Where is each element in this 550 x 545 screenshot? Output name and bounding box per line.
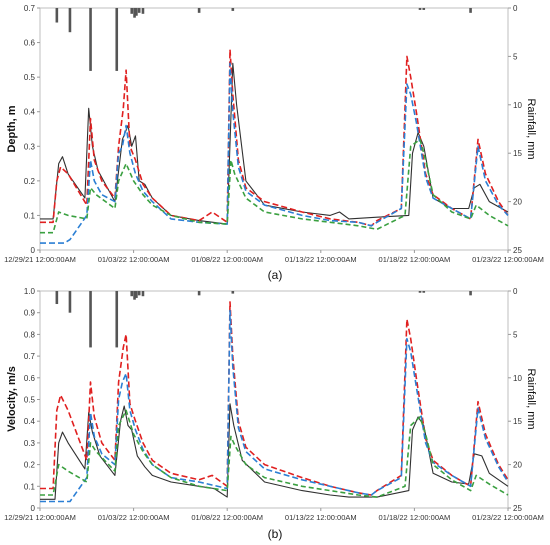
y2-tick-label: 10	[513, 101, 522, 110]
series-line-4	[40, 138, 509, 234]
y2-tick-label: 0	[513, 287, 518, 296]
y-tick-label: 0	[31, 246, 36, 255]
rainfall-bar	[89, 291, 92, 348]
y-tick-label: 1.0	[24, 287, 36, 296]
y-tick-label: 0.1	[24, 482, 36, 491]
y-tick-label: 0.1	[24, 211, 36, 220]
x-tick-label: 01/18/22 12:00:00AM	[379, 255, 451, 264]
y2-tick-label: 25	[513, 504, 522, 513]
x-tick-label: 01/13/22 12:00:00AM	[285, 513, 357, 522]
rainfall-bar	[422, 291, 426, 293]
x-tick-label: 01/23/22 12:00:00AM	[472, 255, 544, 264]
rainfall-bar	[130, 8, 134, 14]
rainfall-bar	[197, 291, 201, 296]
rainfall-bar	[197, 8, 201, 13]
y-tick-label: 0	[31, 504, 36, 513]
y-tick-label: 0.7	[24, 4, 36, 13]
rainfall-bar	[135, 291, 138, 298]
y2-axis-title: Rainfall, mm	[525, 98, 537, 159]
rainfall-bar	[133, 8, 136, 18]
y-tick-label: 0.9	[24, 309, 36, 318]
rainfall-bar	[89, 8, 92, 71]
rainfall-bar	[418, 291, 422, 293]
chart-panel-b: 0 0.1 0.2 0.3 0.4 0.5 0.6 0.7 0.8 0.9 1.0 0 5 10 15 20 2…	[4, 287, 544, 541]
y2-tick-label: 20	[513, 198, 522, 207]
series-line-3	[40, 309, 509, 503]
y2-tick-label: 20	[513, 461, 522, 470]
rainfall-bar	[135, 8, 138, 16]
rainfall-bar	[137, 291, 141, 296]
rainfall-bar	[55, 291, 59, 305]
rainfall-bar	[141, 291, 145, 297]
rainfall-bar	[422, 8, 426, 10]
panel-label: (b)	[268, 527, 283, 541]
x-tick-label: 01/18/22 12:00:00AM	[379, 513, 451, 522]
y2-axis-title: Rainfall, mm	[525, 368, 537, 429]
y-tick-label: 0.3	[24, 142, 36, 151]
y-tick-label: 0.4	[24, 417, 36, 426]
rainfall-bar	[469, 8, 472, 13]
rainfall-bar	[55, 8, 59, 23]
rainfall-bar	[68, 8, 72, 33]
y-axis-title: Depth, m	[6, 105, 18, 152]
y2-tick-label: 5	[513, 330, 518, 339]
y-tick-label: 0.6	[24, 39, 36, 48]
plot-area	[39, 7, 509, 251]
y2-tick-label: 15	[513, 417, 522, 426]
rainfall-bar	[130, 291, 134, 297]
y-tick-label: 0.8	[24, 330, 36, 339]
rainfall-bar	[469, 291, 472, 296]
rainfall-bar	[141, 8, 145, 14]
y-tick-label: 0.2	[24, 177, 36, 186]
x-tick-label: 01/03/22 12:00:00AM	[98, 255, 170, 264]
y-tick-label: 0.3	[24, 439, 36, 448]
x-tick-label: 12/29/21 12:00:00AM	[4, 513, 76, 522]
y-tick-label: 0.6	[24, 374, 36, 383]
rainfall-bar	[133, 291, 136, 300]
y2-tick-label: 5	[513, 52, 518, 61]
x-tick-label: 12/29/21 12:00:00AM	[4, 255, 76, 264]
y-tick-label: 0.7	[24, 352, 36, 361]
rainfall-bar	[115, 8, 119, 71]
y2-tick-label: 10	[513, 374, 522, 383]
rainfall-bars	[55, 291, 472, 348]
y2-tick-label: 0	[513, 4, 518, 13]
x-tick-label: 01/23/22 12:00:00AM	[472, 513, 544, 522]
series-line-1	[40, 403, 509, 500]
series-line-4	[40, 409, 509, 498]
y-tick-label: 0.4	[24, 108, 36, 117]
x-tick-label: 01/08/22 12:00:00AM	[191, 255, 263, 264]
panel-label: (a)	[268, 268, 283, 282]
y2-tick-label: 15	[513, 149, 522, 158]
rainfall-bar	[115, 291, 119, 348]
series-line-3	[40, 62, 509, 244]
y2-tick-label: 25	[513, 246, 522, 255]
rainfall-bar	[231, 291, 235, 294]
x-tick-label: 01/08/22 12:00:00AM	[191, 513, 263, 522]
rainfall-bar	[418, 8, 422, 10]
rainfall-bar	[137, 8, 141, 13]
y-tick-label: 0.5	[24, 396, 36, 405]
x-tick-label: 01/03/22 12:00:00AM	[98, 513, 170, 522]
y-axis-title: Velocity, m/s	[6, 366, 18, 432]
y-tick-label: 0.5	[24, 73, 36, 82]
x-tick-label: 01/13/22 12:00:00AM	[285, 255, 357, 264]
chart-panel-a: 0 0.1 0.2 0.3 0.4 0.5 0.6 0.7 0 5 10 15 20 25 12/29/21…	[4, 4, 544, 282]
y-tick-label: 0.2	[24, 461, 36, 470]
rainfall-bar	[231, 8, 235, 11]
rainfall-bars	[55, 8, 472, 71]
rainfall-bar	[68, 291, 72, 313]
